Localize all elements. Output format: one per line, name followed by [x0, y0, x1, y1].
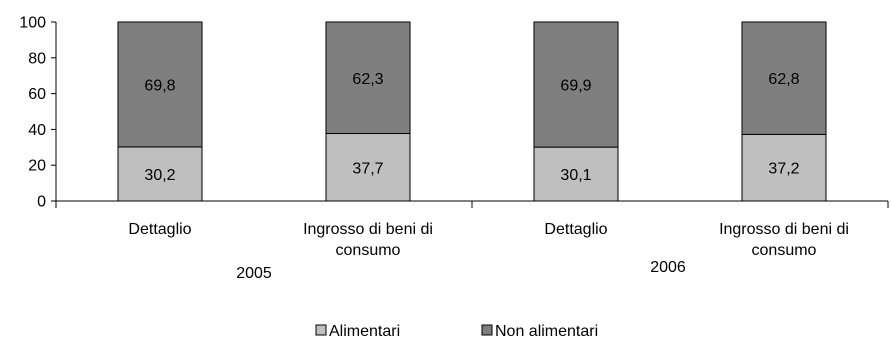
bar-segment-non-alimentari [533, 21, 619, 148]
y-axis: 0 20 40 60 80 100 [19, 15, 57, 211]
group-label-2005: 2005 [236, 265, 272, 282]
x-axis [55, 200, 889, 208]
bars: 30,2 69,8 37,7 62,3 30,1 69,9 37,2 62,8 [117, 21, 827, 202]
category-label: Ingrosso di beni di [303, 221, 433, 238]
category-label: consumo [336, 242, 401, 259]
legend-label: Non alimentari [495, 323, 598, 340]
category-label: Dettaglio [128, 221, 191, 238]
data-label: 30,2 [144, 167, 175, 184]
data-label: 37,7 [352, 160, 383, 177]
bar-segment-alimentari [117, 146, 203, 202]
data-label: 69,8 [144, 77, 175, 94]
data-label: 37,2 [768, 161, 799, 178]
legend: Alimentari Non alimentari [315, 323, 598, 340]
category-label: Ingrosso di beni di [719, 221, 849, 238]
y-tick-label: 20 [28, 158, 46, 175]
data-label: 69,9 [560, 78, 591, 95]
bar-segment-non-alimentari [325, 21, 411, 135]
bar-segment-alimentari [533, 146, 619, 202]
bar-segment-non-alimentari [741, 21, 827, 135]
data-label: 62,3 [352, 71, 383, 88]
group-labels: 2005 2006 [236, 259, 686, 282]
y-tick-label: 0 [37, 194, 46, 211]
bar-segment-non-alimentari [117, 21, 203, 148]
group-label-2006: 2006 [650, 259, 686, 276]
y-tick-label: 100 [19, 15, 46, 32]
y-tick-label: 60 [28, 86, 46, 103]
category-labels: Dettaglio Ingrosso di beni di consumo Detta… [128, 221, 849, 259]
data-label: 62,8 [768, 71, 799, 88]
legend-swatch [315, 324, 327, 336]
y-tick-label: 40 [28, 122, 46, 139]
legend-label: Alimentari [329, 323, 400, 340]
y-tick-label: 80 [28, 50, 46, 67]
legend-swatch [481, 324, 493, 336]
category-label: consumo [752, 242, 817, 259]
bar-segment-alimentari [325, 133, 411, 202]
category-label: Dettaglio [544, 221, 607, 238]
data-label: 30,1 [560, 167, 591, 184]
